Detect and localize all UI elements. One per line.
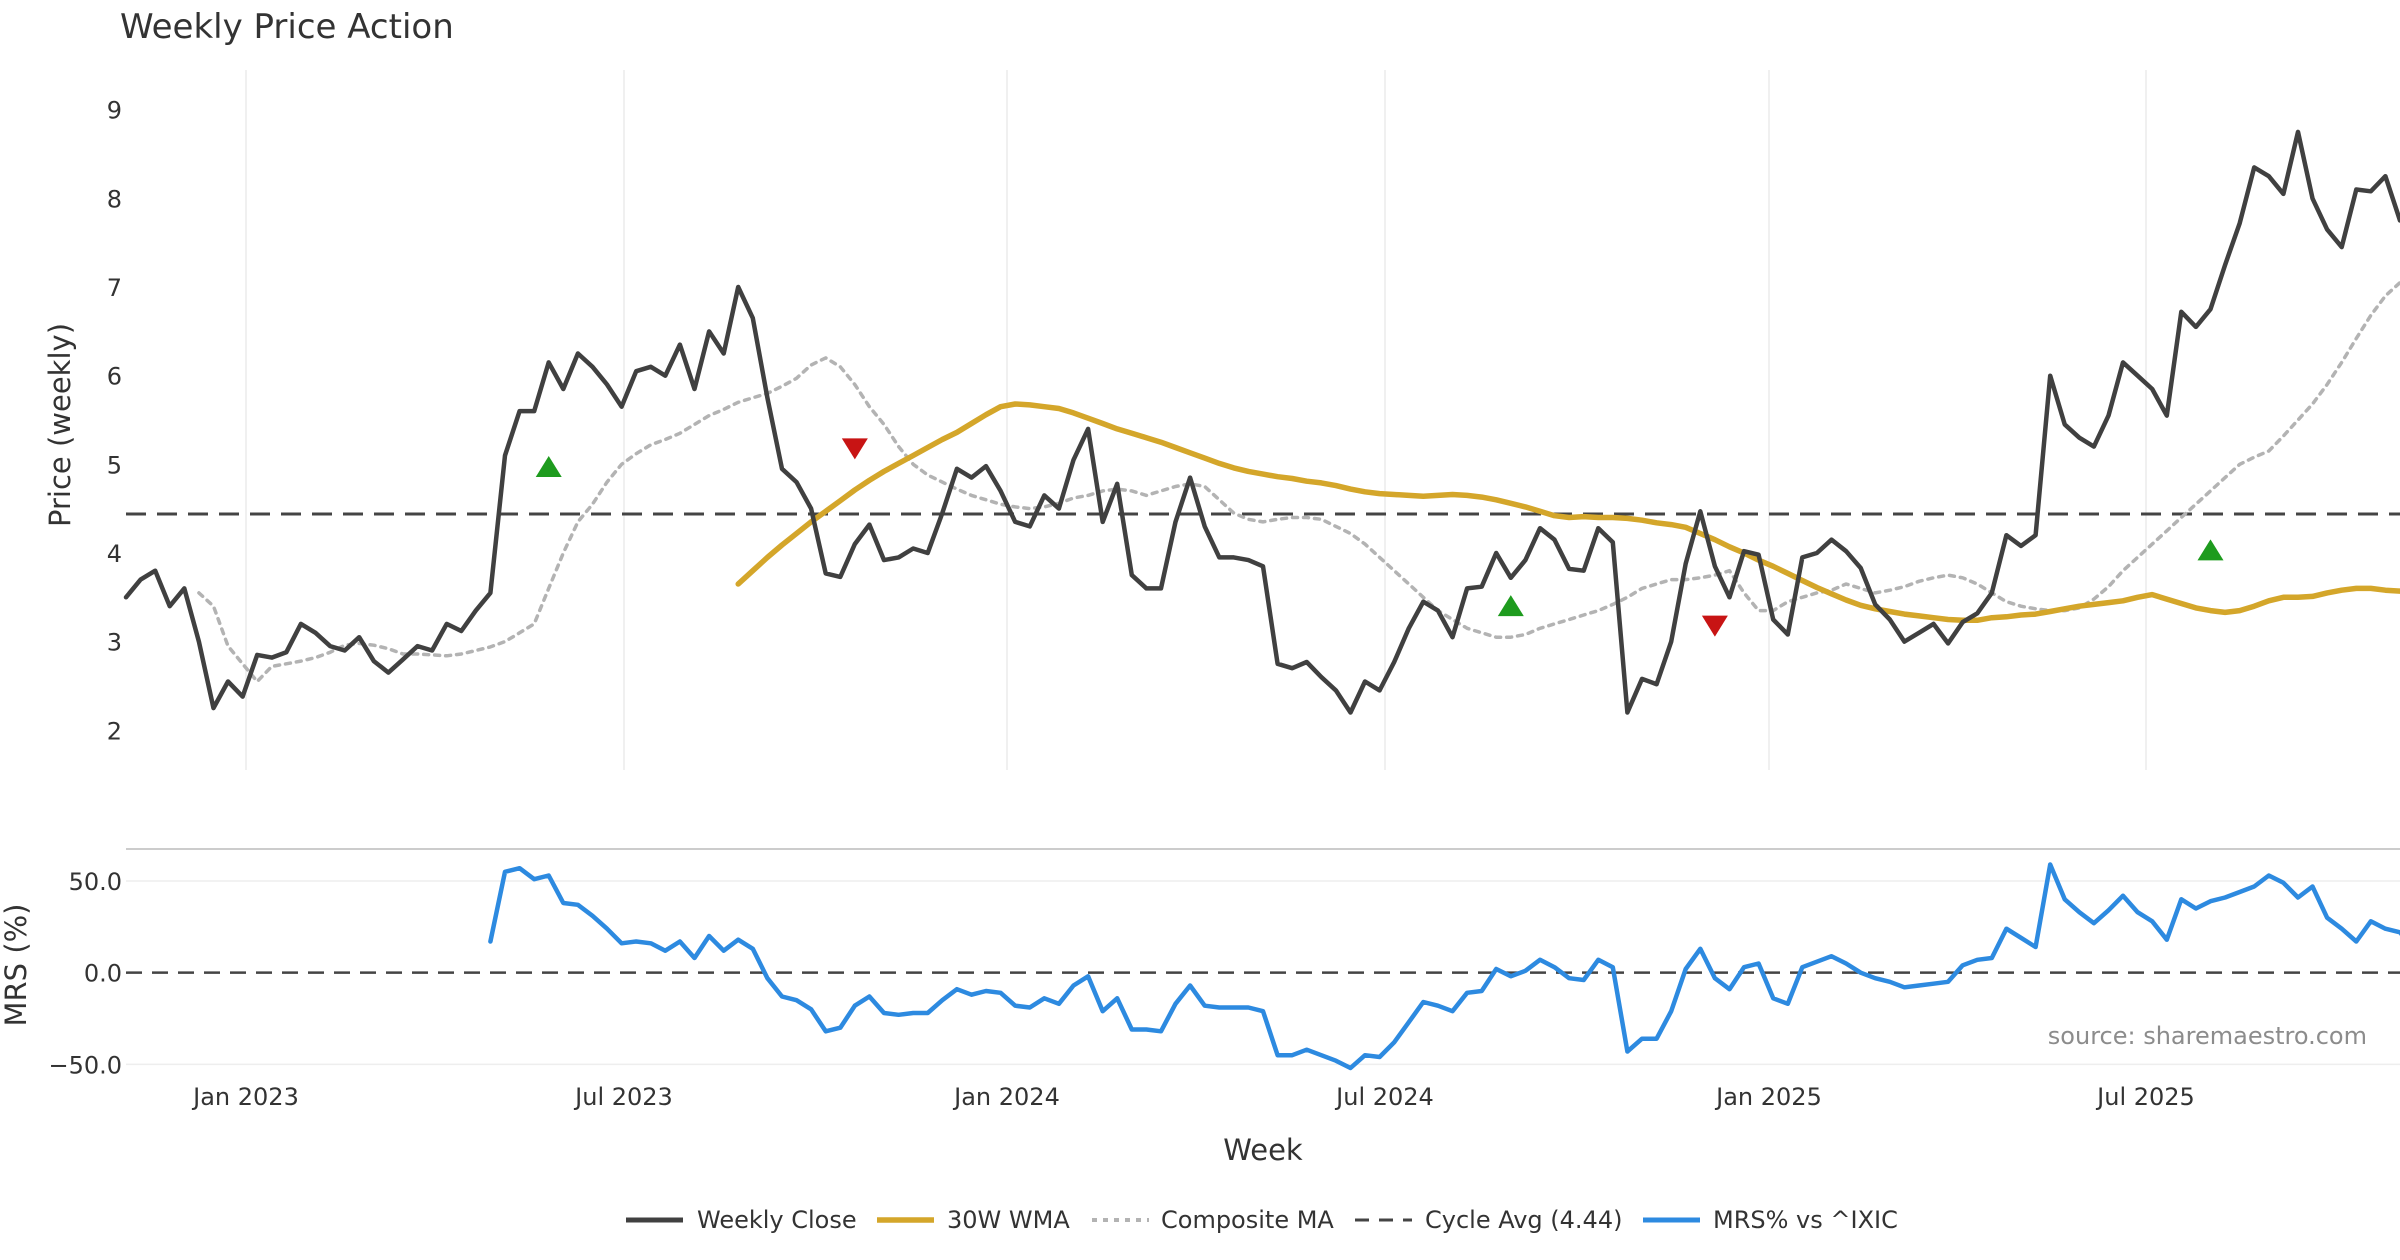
mrs-y-tick-2: −50.0 — [48, 1051, 122, 1079]
weekly-close-line — [123, 129, 2400, 715]
x-tick-labels: Jan 2023 Jul 2023 Jan 2024 Jul 2024 Jan 2025… — [191, 1083, 2195, 1111]
mrs-y-tick-0: 50.0 — [69, 868, 122, 896]
sell-signal-marker-1 — [841, 438, 868, 460]
legend-label-composite-ma: Composite MA — [1161, 1206, 1334, 1234]
source-attribution: source: sharemaestro.com — [2048, 1022, 2367, 1050]
legend-label-wma-30: 30W WMA — [947, 1206, 1070, 1234]
price-panel — [123, 129, 2400, 715]
x-gridlines — [245, 70, 2147, 770]
x-tick-0: Jan 2023 — [191, 1083, 299, 1111]
legend-label-mrs: MRS% vs ^IXIC — [1713, 1206, 1898, 1234]
mrs-y-tick-labels: 50.0 0.0 −50.0 — [48, 868, 122, 1079]
composite-ma-line — [197, 280, 2400, 684]
price-y-tick-5: 5 — [107, 451, 122, 479]
price-y-tick-2: 2 — [107, 717, 122, 745]
buy-signal-marker-2 — [1497, 595, 1524, 617]
x-tick-1: Jul 2023 — [573, 1083, 673, 1111]
mrs-y-tick-1: 0.0 — [84, 960, 122, 988]
buy-signal-marker-0 — [535, 455, 562, 477]
mrs-line — [488, 862, 2400, 1071]
mrs-panel — [126, 848, 2400, 1071]
price-y-tick-7: 7 — [107, 274, 122, 302]
legend-label-cycle-avg: Cycle Avg (4.44) — [1425, 1206, 1622, 1234]
mrs-y-axis-label: MRS (%) — [0, 904, 33, 1027]
price-y-tick-8: 8 — [107, 185, 122, 213]
wma-30-line — [735, 401, 2400, 624]
legend-label-weekly-close: Weekly Close — [697, 1206, 857, 1234]
chart-title: Weekly Price Action — [120, 7, 454, 47]
price-y-tick-labels: 2 3 4 5 6 7 8 9 — [107, 97, 122, 746]
legend: Weekly Close 30W WMA Composite MA Cycle Avg… — [626, 1206, 1898, 1234]
buy-signal-marker-4 — [2197, 539, 2224, 561]
price-y-tick-3: 3 — [107, 629, 122, 657]
price-y-tick-9: 9 — [107, 97, 122, 125]
x-tick-2: Jan 2024 — [952, 1083, 1060, 1111]
x-tick-3: Jul 2024 — [1334, 1083, 1434, 1111]
x-axis-label: Week — [1223, 1133, 1303, 1167]
price-y-tick-4: 4 — [107, 540, 122, 568]
price-y-tick-6: 6 — [107, 363, 122, 391]
x-tick-5: Jul 2025 — [2095, 1083, 2195, 1111]
sell-signal-marker-3 — [1701, 615, 1728, 637]
x-tick-4: Jan 2025 — [1714, 1083, 1822, 1111]
price-y-axis-label: Price (weekly) — [43, 323, 77, 527]
